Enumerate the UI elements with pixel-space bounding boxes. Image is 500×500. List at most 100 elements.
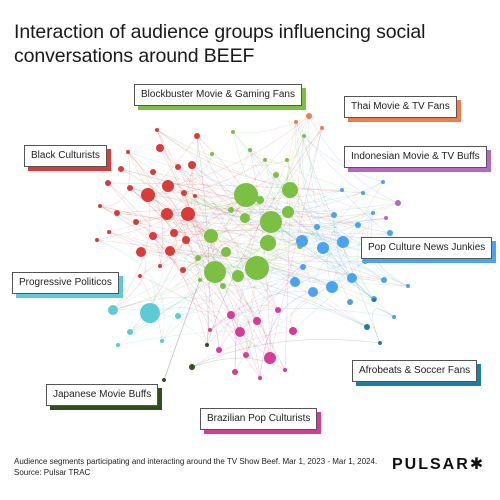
network-edge bbox=[249, 149, 374, 214]
network-edge bbox=[225, 251, 395, 318]
network-edge bbox=[147, 194, 201, 281]
network-edge bbox=[156, 129, 247, 356]
network-node bbox=[289, 327, 297, 335]
network-node bbox=[181, 207, 195, 221]
segment-label-afrobeats: Afrobeats & Soccer Fans bbox=[352, 360, 478, 382]
network-edge bbox=[245, 260, 366, 356]
network-edge bbox=[295, 121, 324, 249]
network-node bbox=[232, 369, 238, 375]
network-edge bbox=[199, 217, 246, 281]
network-edge bbox=[259, 199, 385, 281]
network-edge bbox=[167, 174, 277, 197]
network-edge bbox=[149, 240, 303, 314]
network-node bbox=[105, 180, 111, 186]
segment-label-japanese: Japanese Movie Buffs bbox=[46, 384, 159, 406]
network-edge bbox=[187, 213, 261, 379]
network-edge bbox=[191, 339, 381, 368]
network-edge bbox=[210, 235, 368, 328]
network-edge bbox=[194, 195, 301, 247]
network-node bbox=[180, 267, 186, 273]
network-edge bbox=[167, 185, 271, 359]
network-node bbox=[162, 378, 166, 382]
network-edge bbox=[177, 166, 333, 288]
network-edge bbox=[139, 115, 310, 277]
network-node bbox=[232, 270, 244, 282]
network-edge bbox=[149, 307, 220, 351]
network-node bbox=[260, 211, 282, 233]
network-node bbox=[308, 287, 318, 297]
network-edge bbox=[156, 129, 288, 166]
network-node bbox=[95, 238, 99, 242]
network-node bbox=[170, 229, 178, 237]
network-edge bbox=[372, 308, 395, 344]
network-node bbox=[355, 222, 361, 228]
network-edge bbox=[301, 240, 409, 287]
network-edge bbox=[259, 291, 314, 379]
network-edge bbox=[156, 129, 291, 191]
network-edge bbox=[177, 153, 213, 176]
network-edge bbox=[222, 266, 304, 287]
network-node bbox=[210, 152, 214, 156]
network-edge bbox=[96, 239, 385, 281]
network-edge bbox=[287, 115, 310, 191]
network-node bbox=[240, 213, 250, 223]
network-edge bbox=[112, 297, 232, 316]
network-node bbox=[340, 188, 344, 192]
network-edge bbox=[290, 286, 333, 332]
network-node bbox=[290, 277, 300, 287]
network-node bbox=[165, 246, 175, 256]
network-node bbox=[204, 261, 226, 283]
network-edge bbox=[147, 194, 239, 277]
network-edge bbox=[166, 213, 204, 259]
network-edge bbox=[245, 211, 289, 356]
network-edge bbox=[112, 251, 227, 311]
network-edge bbox=[222, 285, 271, 359]
network-node bbox=[162, 180, 174, 192]
network-node bbox=[273, 172, 279, 178]
network-edge bbox=[232, 131, 344, 243]
network-node bbox=[208, 328, 212, 332]
network-node bbox=[133, 219, 139, 225]
network-node bbox=[231, 130, 235, 134]
network-edge bbox=[295, 121, 381, 344]
network-node bbox=[326, 281, 338, 293]
network-edge bbox=[166, 212, 246, 219]
network-node bbox=[371, 211, 375, 215]
network-edge bbox=[127, 151, 163, 267]
network-edge bbox=[129, 187, 374, 218]
network-node bbox=[275, 307, 281, 313]
network-edge bbox=[206, 127, 323, 346]
network-node bbox=[140, 303, 160, 323]
network-edge bbox=[99, 151, 131, 207]
network-node bbox=[282, 206, 294, 218]
network-edge bbox=[341, 189, 400, 244]
network-edge bbox=[196, 135, 210, 346]
network-node bbox=[392, 315, 396, 319]
network-edge bbox=[194, 189, 291, 208]
network-node bbox=[294, 120, 298, 124]
network-edge bbox=[167, 115, 310, 187]
network-edge bbox=[333, 214, 353, 279]
network-edge bbox=[163, 279, 201, 381]
network-node bbox=[235, 327, 245, 337]
network-edge bbox=[206, 305, 279, 346]
network-edge bbox=[112, 309, 208, 346]
network-edge bbox=[112, 242, 269, 311]
network-node bbox=[138, 274, 142, 278]
network-node bbox=[205, 343, 209, 347]
network-edge bbox=[218, 240, 303, 351]
network-node bbox=[193, 194, 197, 198]
network-edge bbox=[116, 208, 335, 216]
network-edge bbox=[120, 168, 187, 241]
network-node bbox=[381, 180, 385, 184]
network-node bbox=[296, 235, 308, 247]
network-edge bbox=[156, 129, 216, 273]
network-node bbox=[234, 183, 258, 207]
network-edge bbox=[127, 151, 199, 259]
network-edge bbox=[244, 127, 323, 219]
network-node bbox=[314, 224, 320, 230]
network-node bbox=[248, 148, 252, 152]
footer-caption: Audience segments participating and inte… bbox=[14, 457, 378, 466]
network-edge bbox=[237, 244, 301, 277]
network-edge bbox=[96, 239, 165, 342]
